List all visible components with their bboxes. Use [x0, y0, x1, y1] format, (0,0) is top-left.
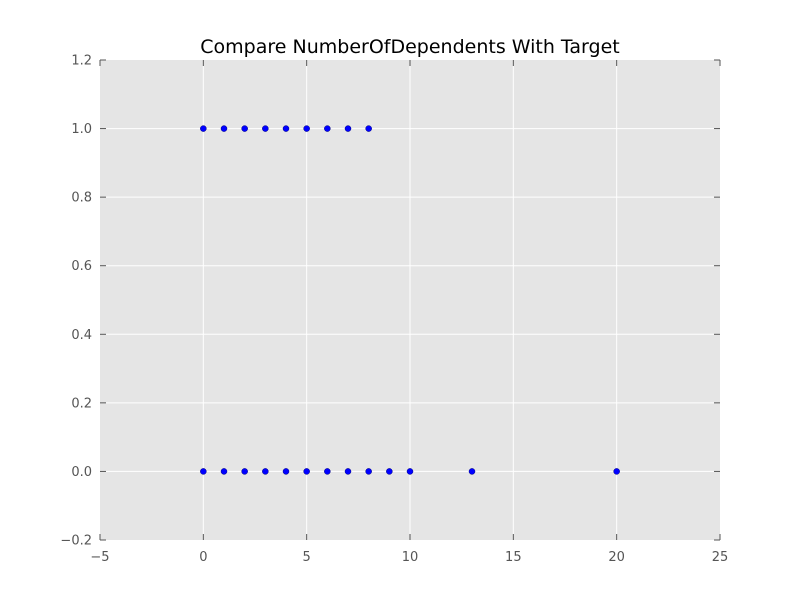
chart-title: Compare NumberOfDependents With Target [200, 36, 619, 58]
x-tick-label: −5 [90, 550, 109, 565]
y-tick-label: 1.2 [71, 54, 92, 69]
scatter-points [200, 125, 620, 475]
scatter-point [200, 468, 207, 475]
scatter-point [303, 125, 310, 132]
scatter-point [303, 468, 310, 475]
x-tick-label: 15 [505, 550, 522, 565]
y-tick-label: −0.2 [60, 534, 92, 549]
scatter-point [262, 125, 269, 132]
scatter-point [365, 125, 372, 132]
y-tick-label: 0.4 [71, 328, 92, 343]
scatter-point [241, 125, 248, 132]
scatter-point [241, 468, 248, 475]
scatter-point [344, 125, 352, 132]
scatter-point [386, 468, 393, 475]
scatter-point [220, 468, 228, 475]
scatter-point [220, 125, 228, 132]
y-axis-tick-labels: −0.2 0.0 0.2 0.4 0.6 0.8 1.0 1.2 [60, 54, 92, 549]
scatter-point [324, 468, 331, 475]
x-tick-label: 5 [303, 550, 311, 565]
x-tick-label: 25 [712, 550, 729, 565]
scatter-point [613, 468, 620, 475]
x-tick-label: 20 [608, 550, 625, 565]
tick-marks [99, 59, 721, 541]
y-tick-label: 0.2 [71, 396, 92, 411]
y-tick-label: 0.8 [71, 191, 92, 206]
scatter-point [344, 468, 352, 475]
y-tick-label: 0.6 [71, 259, 92, 274]
scatter-point [468, 468, 476, 475]
x-axis-tick-labels: −5 0 5 10 15 20 25 [90, 550, 728, 565]
scatter-point [406, 468, 414, 475]
scatter-point [282, 468, 290, 475]
scatter-point [365, 468, 372, 475]
scatter-point [324, 125, 331, 132]
scatter-point [262, 468, 269, 475]
y-tick-label: 1.0 [71, 122, 92, 137]
scatter-point [200, 125, 207, 132]
scatter-point [282, 125, 290, 132]
x-tick-label: 0 [199, 550, 207, 565]
x-tick-label: 10 [402, 550, 419, 565]
y-tick-label: 0.0 [71, 465, 92, 480]
